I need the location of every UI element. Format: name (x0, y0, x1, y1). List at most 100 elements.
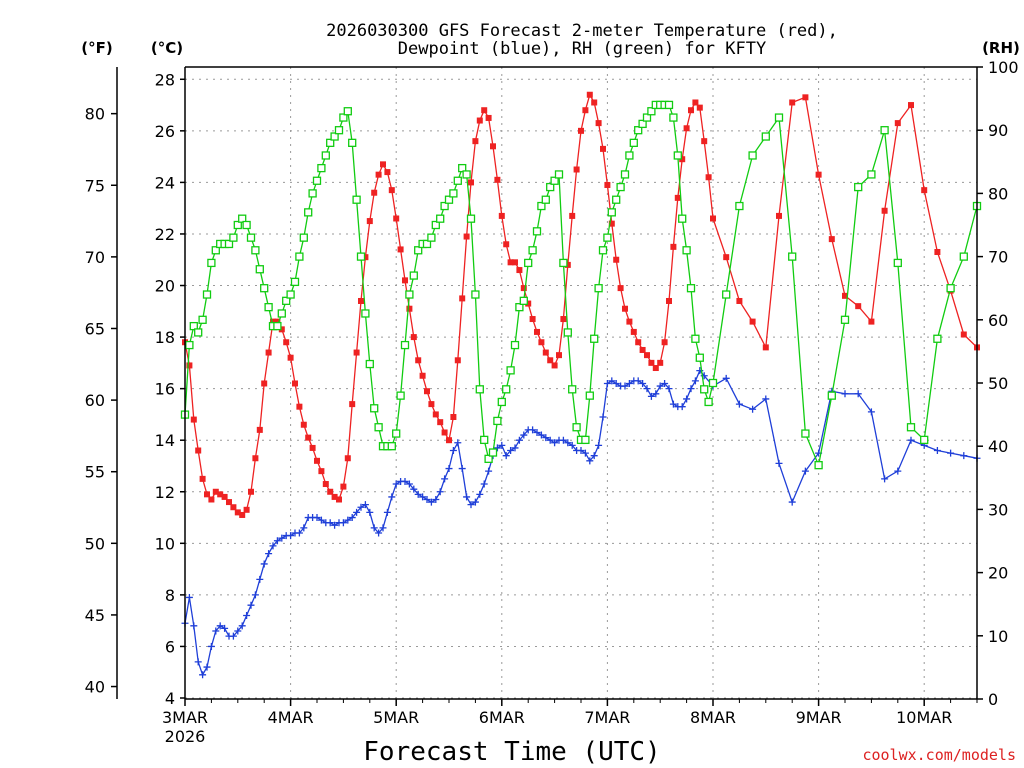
temperature-point (397, 246, 404, 253)
rh-point (286, 290, 295, 299)
temperature-point (252, 455, 259, 462)
temperature-point (441, 429, 448, 436)
rh-point (541, 195, 550, 204)
dewpoint-point (216, 622, 224, 630)
dewpoint-point (546, 436, 554, 444)
temperature-point (234, 509, 241, 516)
rh-point (224, 239, 234, 249)
dewpoint-point (586, 457, 594, 465)
temperature-point (855, 303, 862, 310)
y-tick-label-celsius: 26 (155, 122, 175, 141)
rh-point (374, 423, 383, 432)
temperature-point (692, 99, 699, 106)
temperature-point (344, 455, 351, 462)
dewpoint-point (260, 560, 268, 568)
temperature-point (318, 468, 325, 475)
temperature-point (934, 249, 941, 256)
rh-point (598, 246, 608, 255)
rh-point (603, 233, 612, 242)
dewpoint-point (471, 498, 479, 506)
dewpoint-point (669, 400, 677, 408)
rh-point (691, 334, 700, 343)
temperature-point (208, 496, 215, 503)
rh-point (563, 328, 572, 337)
rh-point (515, 303, 524, 312)
rh-point (251, 246, 260, 255)
dewpoint-point (234, 627, 242, 635)
rh-point (484, 454, 493, 463)
rh-point (510, 340, 520, 350)
y-tick-label-rh: 60 (988, 311, 1008, 330)
rh-point (207, 258, 216, 268)
dewpoint-point (370, 524, 378, 532)
dewpoint-point (568, 441, 576, 449)
dewpoint-point (599, 413, 607, 421)
rh-point (471, 290, 480, 299)
temperature-point (705, 174, 712, 181)
dewpoint-series (181, 367, 981, 679)
dewpoint-point (463, 493, 471, 501)
rh-point (396, 391, 405, 400)
dewpoint-point (295, 529, 303, 537)
dewpoint-point (414, 490, 422, 498)
temperature-point (481, 107, 488, 114)
rh-point (431, 220, 440, 230)
dewpoint-point (643, 385, 651, 393)
rh-point (673, 151, 682, 160)
rh-point (352, 195, 361, 204)
temperature-point (762, 344, 769, 351)
dewpoint-point (221, 624, 229, 632)
x-tick-label: 4MAR (268, 708, 314, 727)
temperature-point (507, 259, 514, 266)
temperature-point (608, 220, 615, 227)
rh-point (414, 246, 423, 255)
rh-point (748, 151, 757, 160)
temperature-point (226, 499, 232, 506)
rh-point (761, 132, 770, 141)
rh-point (334, 126, 344, 135)
rh-point (647, 107, 656, 116)
temperature-point (696, 104, 703, 111)
temperature-point (331, 493, 338, 500)
dewpoint-point (502, 452, 510, 460)
temperature-point (723, 254, 730, 261)
dewpoint-point (199, 671, 207, 679)
dewpoint-point (300, 524, 308, 532)
x-tick-label: 8MAR (690, 708, 736, 727)
rh-point (189, 321, 198, 331)
y-tick-label-rh: 30 (988, 500, 1008, 519)
dewpoint-point (339, 519, 347, 527)
temperature-point (424, 388, 430, 395)
temperature-point (679, 156, 686, 163)
temperature-point (353, 349, 360, 356)
temperature-point (261, 380, 268, 387)
dewpoint-point (388, 493, 396, 501)
dewpoint-point (419, 493, 427, 501)
rh-point (422, 239, 432, 249)
dewpoint-point (203, 663, 211, 671)
dewpoint-point (907, 436, 915, 444)
temperature-point (710, 215, 716, 222)
temperature-point (534, 328, 540, 335)
rh-point (524, 258, 533, 268)
dewpoint-point (212, 627, 220, 635)
temperature-point (683, 125, 690, 132)
rh-point (625, 151, 634, 160)
temperature-point (371, 189, 378, 196)
rh-point (735, 201, 744, 211)
temperature-point (630, 328, 637, 335)
temperature-point (292, 380, 298, 387)
right-axis-unit-rh: (RH) (982, 39, 1020, 57)
dewpoint-point (775, 459, 783, 467)
temperature-point (476, 117, 483, 124)
rh-point (365, 359, 374, 369)
rh-point (867, 170, 876, 179)
dewpoint-point (520, 431, 528, 439)
temperature-point (789, 99, 796, 106)
rh-point (546, 182, 555, 192)
temperature-point (248, 488, 254, 495)
y-tick-label-celsius: 12 (155, 483, 175, 502)
chart-title-line-2: Dewpoint (blue), RH (green) for KFTY (398, 39, 766, 59)
rh-point (537, 201, 546, 211)
dewpoint-point (427, 498, 435, 506)
